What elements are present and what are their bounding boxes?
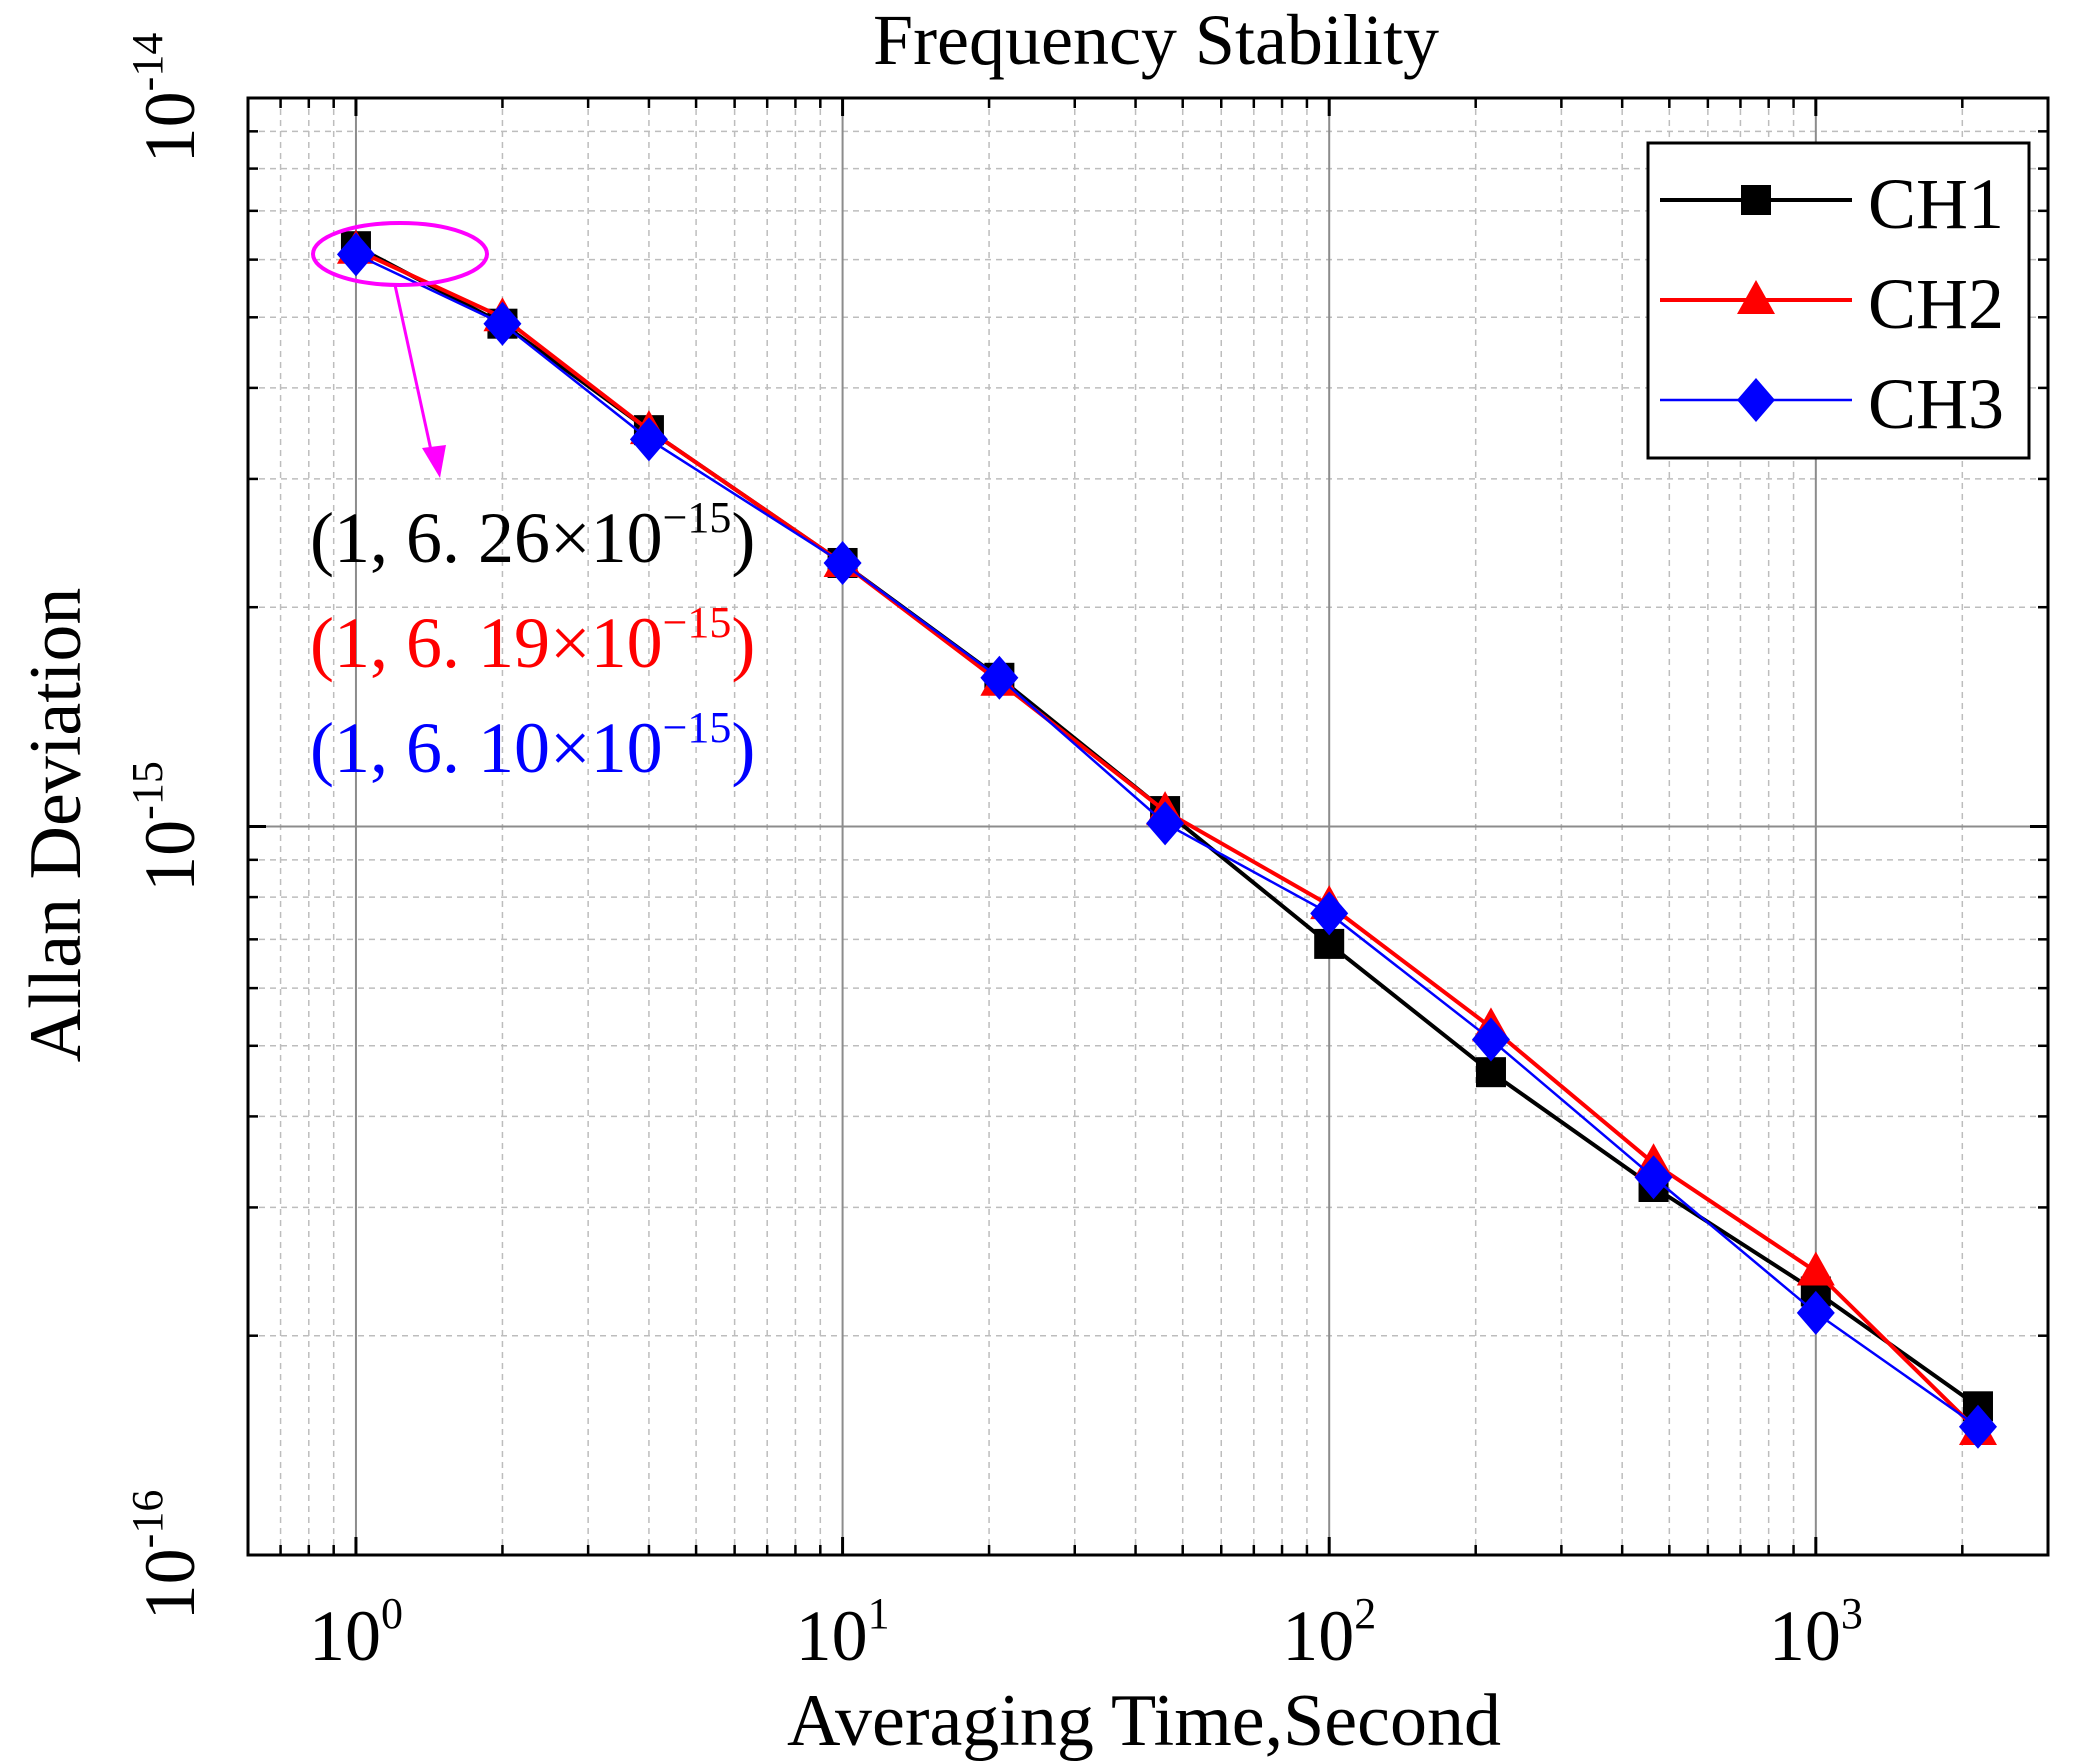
highlight-arrow-line xyxy=(393,284,436,465)
chart-title: Frequency Stability xyxy=(873,0,1439,80)
data-point-ch3 xyxy=(336,232,375,277)
x-tick-label: 101 xyxy=(796,1589,890,1676)
annotation-ch1: (1, 6. 26×10−15) xyxy=(310,493,755,578)
highlight-ellipse xyxy=(311,221,489,287)
series-ch3 xyxy=(336,232,1997,1449)
axis-ticks xyxy=(246,98,2050,1557)
x-tick-label: 100 xyxy=(309,1589,403,1676)
data-point-ch3 xyxy=(823,540,862,585)
y-axis-label: Allan Deviation xyxy=(15,588,97,1063)
legend-marker-ch1 xyxy=(1741,185,1771,215)
data-point-ch1 xyxy=(1475,1057,1506,1088)
x-tick-label: 102 xyxy=(1282,1589,1376,1676)
data-point-ch3 xyxy=(1958,1404,1997,1449)
data-point-ch3 xyxy=(629,417,668,462)
data-point-ch2 xyxy=(1796,1251,1835,1286)
series-layer xyxy=(336,229,1997,1449)
annotation-ch2: (1, 6. 19×10−15) xyxy=(310,598,755,683)
x-axis-label: Averaging Time,Second xyxy=(787,1680,1501,1762)
y-tick-label: 10-14 xyxy=(123,33,210,164)
legend-label-ch3: CH3 xyxy=(1868,364,2004,444)
data-point-ch3 xyxy=(1146,801,1185,846)
legend-samples xyxy=(1660,185,1852,422)
legend: CH1 CH2 CH3 xyxy=(1646,141,2031,460)
legend-marker-ch3 xyxy=(1737,378,1775,422)
x-tick-labels: 100 101 102 103 xyxy=(309,1589,1863,1676)
data-point-ch3 xyxy=(483,301,522,346)
data-point-ch3 xyxy=(1634,1155,1673,1200)
annotation-ch3: (1, 6. 10×10−15) xyxy=(310,703,755,788)
y-tick-labels: 10-16 10-15 10-14 xyxy=(123,33,210,1621)
highlight-arrow-head xyxy=(422,445,446,478)
y-tick-label: 10-15 xyxy=(123,761,210,892)
x-tick-label: 103 xyxy=(1769,1589,1863,1676)
legend-label-ch2: CH2 xyxy=(1868,264,2004,344)
data-point-ch3 xyxy=(1471,1017,1510,1062)
legend-marker-ch2 xyxy=(1737,280,1775,314)
annotation-group: (1, 6. 26×10−15) (1, 6. 19×10−15) (1, 6.… xyxy=(310,493,755,788)
legend-label-ch1: CH1 xyxy=(1868,164,2004,244)
y-tick-label: 10-16 xyxy=(123,1490,210,1621)
data-point-ch3 xyxy=(980,655,1019,700)
data-point-ch3 xyxy=(1310,891,1349,936)
data-point-ch3 xyxy=(1796,1290,1835,1335)
